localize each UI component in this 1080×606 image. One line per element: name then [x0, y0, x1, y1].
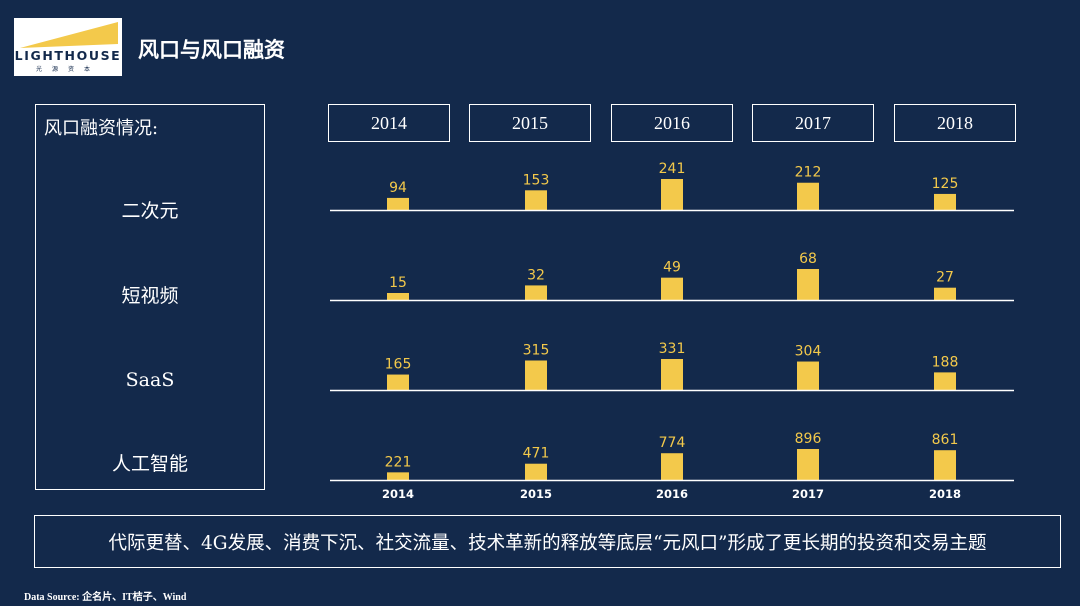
bar-0-2014	[387, 197, 409, 210]
bar-3-2016	[661, 453, 683, 480]
data-source: Data Source: 企名片、IT桔子、Wind	[24, 592, 187, 603]
data-label-3-2014: 221	[385, 454, 412, 470]
data-label-3-2017: 896	[795, 431, 822, 447]
data-label-3-2015: 471	[523, 446, 550, 462]
bar-2-2014	[387, 374, 409, 390]
bar-1-2016	[661, 277, 683, 300]
data-label-1-2018: 27	[936, 270, 954, 286]
data-label-0-2017: 212	[795, 165, 822, 181]
bar-2-2016	[661, 359, 683, 390]
data-label-1-2014: 15	[389, 275, 407, 291]
year-header-2015: 2015	[469, 104, 591, 142]
year-header-2016: 2016	[611, 104, 733, 142]
data-label-2-2015: 315	[523, 342, 550, 358]
bar-0-2016	[661, 179, 683, 210]
year-header-2014: 2014	[328, 104, 450, 142]
bar-1-2017	[797, 269, 819, 300]
data-label-0-2018: 125	[932, 176, 959, 192]
bar-0-2018	[934, 193, 956, 210]
bar-0-2017	[797, 182, 819, 210]
page-title: 风口与风口融资	[138, 37, 285, 62]
data-label-3-2016: 774	[659, 435, 686, 451]
data-label-2-2017: 304	[795, 344, 822, 360]
year-header-2017: 2017	[752, 104, 874, 142]
bar-1-2018	[934, 287, 956, 300]
bar-3-2015	[525, 463, 547, 480]
summary-text: 代际更替、4G发展、消费下沉、社交流量、技术革新的释放等底层“元风口”形成了更长…	[108, 532, 987, 554]
summary-box: 代际更替、4G发展、消费下沉、社交流量、技术革新的释放等底层“元风口”形成了更长…	[34, 515, 1061, 568]
data-label-1-2017: 68	[799, 251, 817, 267]
data-label-0-2014: 94	[389, 180, 407, 196]
data-label-0-2016: 241	[659, 161, 686, 177]
data-label-1-2015: 32	[527, 267, 545, 283]
lighthouse-logo: LIGHTHOUSE 光源资本	[14, 18, 122, 76]
data-label-2-2016: 331	[659, 341, 686, 357]
lighthouse-beam-icon	[20, 22, 118, 48]
row-label-short-video: 短视频	[121, 285, 179, 307]
x-tick-label-2018: 2018	[929, 487, 961, 501]
x-tick-label-2014: 2014	[382, 487, 414, 501]
x-tick-label-2017: 2017	[792, 487, 824, 501]
bar-3-2018	[934, 450, 956, 480]
x-tick-label-2016: 2016	[656, 487, 688, 501]
data-label-0-2015: 153	[523, 172, 550, 188]
bar-0-2015	[525, 190, 547, 210]
logo-subtitle: 光源资本	[35, 66, 100, 73]
data-label-3-2018: 861	[932, 432, 959, 448]
bar-2-2015	[525, 360, 547, 390]
bar-1-2015	[525, 285, 547, 300]
data-label-2-2018: 188	[932, 354, 959, 370]
bar-1-2014	[387, 293, 409, 300]
year-header-2018: 2018	[894, 104, 1016, 142]
bar-3-2017	[797, 449, 819, 480]
data-label-1-2016: 49	[663, 260, 681, 276]
x-tick-label-2015: 2015	[520, 487, 552, 501]
data-label-2-2014: 165	[385, 357, 412, 373]
bar-2-2018	[934, 372, 956, 390]
category-panel-title: 风口融资情况:	[44, 118, 159, 139]
bar-2-2017	[797, 361, 819, 390]
row-label-anime: 二次元	[121, 200, 179, 222]
row-label-saas: SaaS	[125, 369, 175, 391]
logo-wordmark: LIGHTHOUSE	[14, 48, 122, 63]
row-label-ai: 人工智能	[111, 453, 188, 475]
category-panel	[35, 104, 265, 490]
bar-3-2014	[387, 472, 409, 480]
